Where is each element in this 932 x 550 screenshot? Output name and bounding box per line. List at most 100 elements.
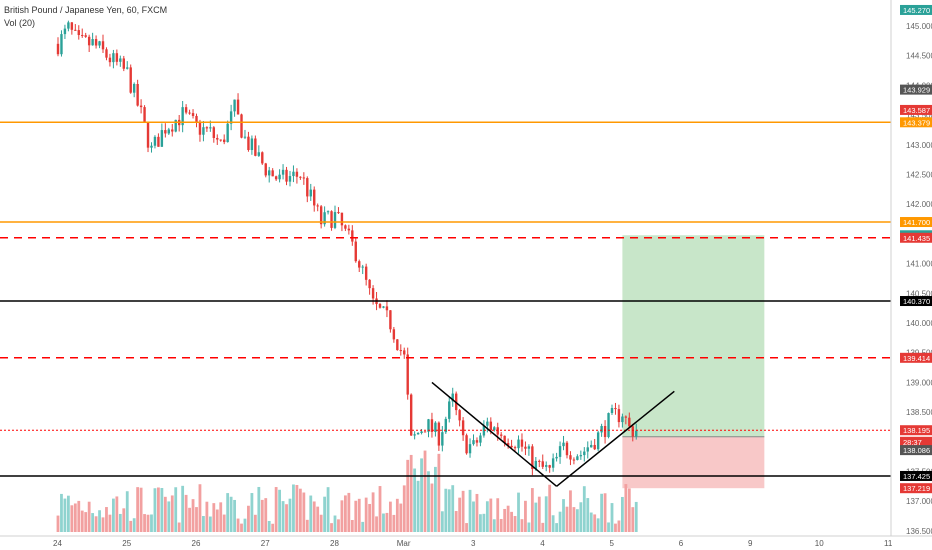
volume-bar xyxy=(184,494,188,532)
volume-bar xyxy=(434,466,437,532)
candle xyxy=(223,139,226,143)
volume-bar xyxy=(143,514,146,532)
volume-bar xyxy=(444,488,448,532)
loss-zone xyxy=(622,436,765,489)
volume-bar xyxy=(361,521,365,532)
volume-bar xyxy=(278,489,281,532)
price-label-text: 141.700 xyxy=(903,218,930,227)
volume-bar xyxy=(347,492,351,532)
volume-bar xyxy=(527,522,531,532)
volume-bar xyxy=(319,514,323,532)
volume-bar xyxy=(586,498,590,532)
volume-bar xyxy=(427,471,430,532)
volume-bar xyxy=(98,510,101,532)
volume-bar xyxy=(122,508,126,532)
candle xyxy=(524,446,527,449)
volume-bar xyxy=(607,522,610,532)
candle xyxy=(129,67,132,93)
candle xyxy=(364,266,368,280)
candle xyxy=(409,394,413,436)
price-label-box xyxy=(900,296,932,307)
price-label-box xyxy=(900,470,932,481)
candle xyxy=(56,43,60,55)
candle xyxy=(451,393,454,402)
volume-bar xyxy=(70,505,74,532)
price-label-text: 137.425 xyxy=(903,472,930,481)
time-tick-label: Mar xyxy=(397,539,411,548)
volume-bar xyxy=(236,518,240,532)
candle xyxy=(596,432,600,450)
time-tick-label: 28 xyxy=(330,539,339,548)
candle xyxy=(503,435,506,444)
volume-bar xyxy=(264,498,268,532)
volume-bar xyxy=(150,514,153,532)
candle xyxy=(67,22,70,29)
time-tick-label: 27 xyxy=(261,539,270,548)
candle xyxy=(164,130,167,134)
time-tick-label: 25 xyxy=(122,539,131,548)
candle xyxy=(635,430,638,437)
volume-bar xyxy=(243,518,247,532)
candle xyxy=(513,447,517,449)
candle xyxy=(150,145,153,148)
candle xyxy=(465,435,468,454)
volume-bar xyxy=(371,492,375,532)
candle xyxy=(240,114,243,138)
volume-bar xyxy=(461,490,465,532)
candle xyxy=(389,310,392,330)
price-label-text: 28:37 xyxy=(903,438,922,447)
price-label-text: 139.414 xyxy=(903,354,930,363)
volume-bar xyxy=(257,486,261,532)
volume-bar xyxy=(298,488,302,532)
volume-bar xyxy=(534,502,538,532)
volume-bar xyxy=(274,487,278,532)
volume-bar xyxy=(596,518,600,532)
volume-bar xyxy=(582,486,586,532)
volume-bar xyxy=(309,495,313,532)
candle xyxy=(441,432,444,446)
trend-line xyxy=(431,381,558,487)
volume-bar xyxy=(205,501,209,532)
volume-bar xyxy=(247,505,250,532)
volume-bar xyxy=(326,487,330,532)
volume-bar xyxy=(475,493,479,532)
volume-bar xyxy=(188,507,191,532)
candle xyxy=(216,137,219,140)
candle xyxy=(326,211,330,213)
volume-bar xyxy=(202,516,205,532)
candle xyxy=(143,107,146,122)
volume-bar xyxy=(312,501,316,532)
candle xyxy=(593,444,596,450)
candle xyxy=(271,170,274,177)
volume-bar xyxy=(544,496,548,532)
volume-bars xyxy=(56,450,638,532)
volume-bar xyxy=(163,496,167,532)
candle xyxy=(486,421,489,426)
volume-bar xyxy=(610,503,614,532)
volume-bar xyxy=(468,489,472,532)
volume-bar xyxy=(593,514,597,532)
candle xyxy=(94,39,98,46)
candle xyxy=(181,107,184,126)
volume-bar xyxy=(302,492,306,532)
volume-bar xyxy=(520,519,524,532)
volume-bar xyxy=(555,523,558,532)
volume-bar xyxy=(420,458,423,532)
horizontal-lines xyxy=(0,121,891,477)
price-label-text: 143.929 xyxy=(903,86,930,95)
volume-bar xyxy=(212,503,216,532)
volume-bar xyxy=(454,511,458,532)
volume-bar xyxy=(94,516,98,532)
candle xyxy=(209,127,212,129)
candle xyxy=(437,422,441,446)
price-label-box xyxy=(900,217,932,228)
volume-bar xyxy=(112,498,115,532)
volume-bar xyxy=(153,488,157,532)
volume-bar xyxy=(558,511,562,532)
volume-bar xyxy=(364,497,368,532)
candle xyxy=(562,442,565,447)
candle xyxy=(558,446,562,457)
candlesticks xyxy=(56,20,638,476)
volume-bar xyxy=(340,500,344,532)
